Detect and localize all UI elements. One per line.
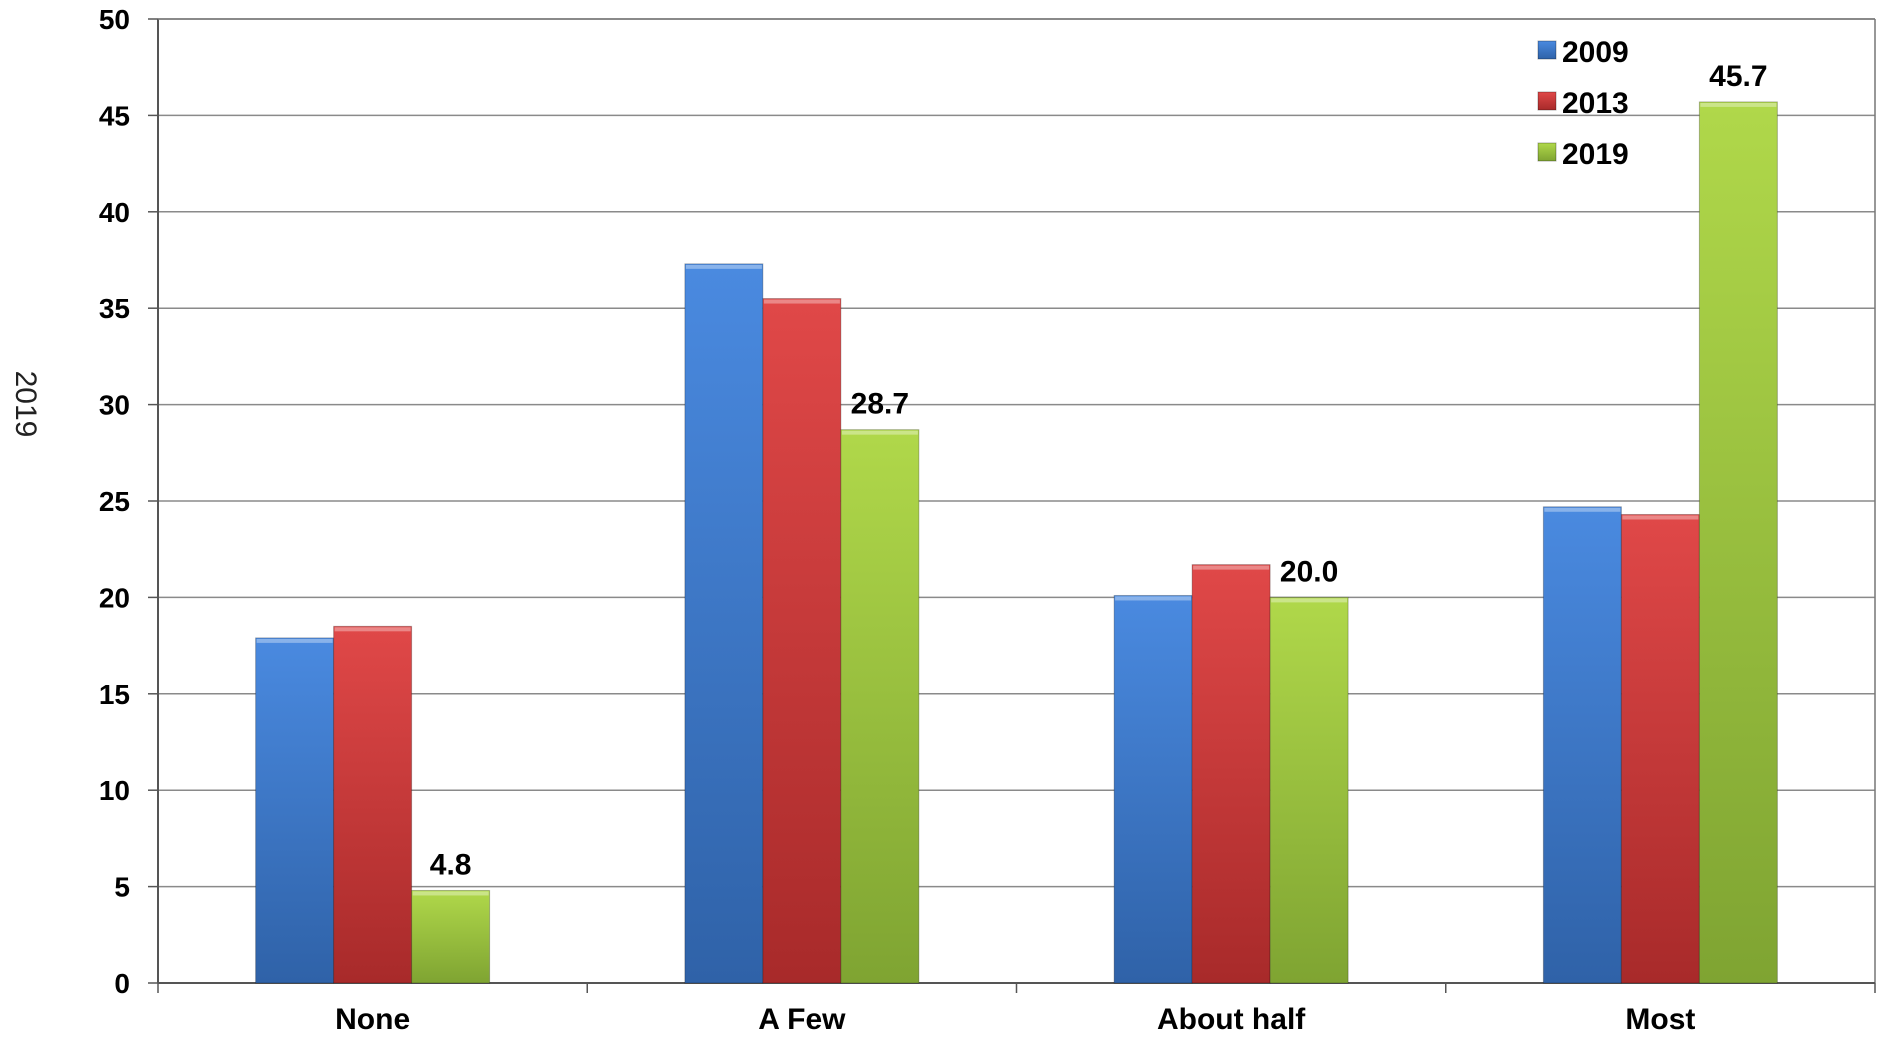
y-tick-label: 40 bbox=[99, 197, 130, 228]
y-tick-label: 50 bbox=[99, 4, 130, 35]
y-tick-label: 5 bbox=[114, 872, 130, 903]
data-label: 20.0 bbox=[1280, 555, 1338, 588]
bar-highlight bbox=[1193, 565, 1270, 570]
legend-label: 2009 bbox=[1562, 36, 1629, 69]
x-tick-label: Most bbox=[1625, 1003, 1695, 1036]
bar-highlight bbox=[763, 299, 840, 304]
bar-2019 bbox=[840, 429, 920, 984]
bar-2009 bbox=[1542, 506, 1622, 984]
data-label: 45.7 bbox=[1709, 60, 1767, 93]
legend-swatch bbox=[1537, 91, 1557, 111]
bar-highlight bbox=[841, 430, 918, 435]
legend-swatch bbox=[1537, 142, 1557, 162]
x-tick-label: None bbox=[335, 1003, 410, 1036]
bar-2009 bbox=[255, 637, 335, 984]
y-tick-label: 45 bbox=[99, 100, 130, 131]
y-tick-label: 10 bbox=[99, 775, 130, 806]
legend: 2009 2013 2019 bbox=[1537, 36, 1629, 171]
bar-highlight bbox=[1622, 515, 1699, 520]
bar-2009 bbox=[684, 263, 764, 984]
bar-highlight bbox=[1271, 598, 1348, 603]
bar-highlight bbox=[685, 264, 762, 269]
data-label: 28.7 bbox=[851, 388, 909, 421]
y-tick-label: 25 bbox=[99, 486, 130, 517]
bar-highlight bbox=[334, 627, 411, 632]
bar-2013 bbox=[762, 298, 842, 984]
bar-2013 bbox=[1191, 564, 1271, 984]
x-tick-label: A Few bbox=[758, 1003, 846, 1036]
y-tick-label: 20 bbox=[99, 582, 130, 613]
bar-2019 bbox=[411, 889, 491, 984]
bar-2019 bbox=[1269, 596, 1349, 984]
bar-highlight bbox=[412, 891, 489, 896]
data-label: 4.8 bbox=[430, 848, 472, 881]
data-labels: 4.8 28.7 20.0 45.7 bbox=[430, 60, 1768, 882]
bar-2009 bbox=[1113, 594, 1193, 984]
y-tick-label: 15 bbox=[99, 679, 130, 710]
y-tick-label: 0 bbox=[114, 968, 130, 999]
bar-highlight bbox=[1544, 507, 1621, 512]
legend-swatch bbox=[1537, 40, 1557, 60]
legend-label: 2013 bbox=[1562, 87, 1629, 120]
y-axis-label: 2019 bbox=[9, 371, 42, 438]
bar-2019 bbox=[1698, 101, 1778, 984]
y-tick-label: 35 bbox=[99, 293, 130, 324]
y-tick-label: 30 bbox=[99, 390, 130, 421]
bar-highlight bbox=[1115, 596, 1192, 601]
bar-highlight bbox=[1700, 102, 1777, 107]
bar-highlight bbox=[256, 638, 333, 643]
bar-2013 bbox=[333, 625, 413, 984]
legend-label: 2019 bbox=[1562, 138, 1629, 171]
bars bbox=[255, 101, 1778, 984]
bar-2013 bbox=[1620, 513, 1700, 984]
x-tick-label: About half bbox=[1157, 1003, 1306, 1036]
